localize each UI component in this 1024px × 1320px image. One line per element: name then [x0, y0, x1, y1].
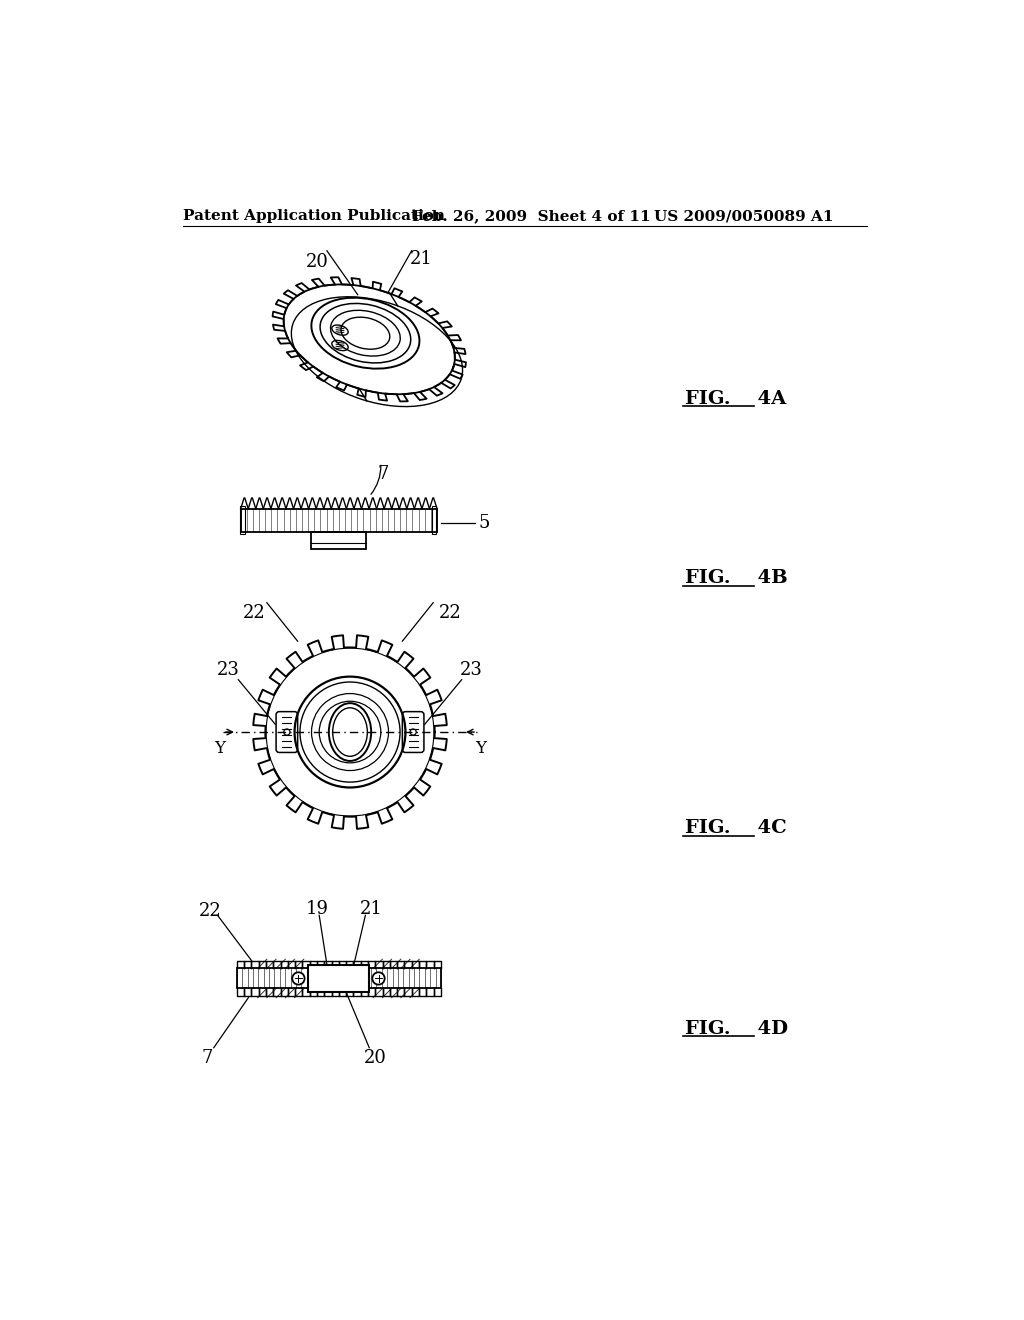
Text: Patent Application Publication: Patent Application Publication [183, 209, 444, 223]
Text: 23: 23 [217, 661, 240, 680]
Circle shape [373, 973, 385, 985]
Bar [307, 965, 370, 993]
Bar [237, 969, 441, 989]
Text: 7: 7 [202, 1049, 213, 1067]
Text: 21: 21 [411, 249, 433, 268]
Text: FIG.    4C: FIG. 4C [685, 820, 786, 837]
Text: 21: 21 [359, 900, 382, 919]
Text: 22: 22 [199, 903, 221, 920]
Circle shape [292, 973, 304, 985]
Text: 20: 20 [364, 1049, 387, 1067]
Text: 20: 20 [305, 253, 329, 272]
Text: Y: Y [475, 741, 485, 758]
Text: FIG.    4B: FIG. 4B [685, 569, 787, 587]
Bar [240, 507, 245, 535]
Text: Feb. 26, 2009  Sheet 4 of 11: Feb. 26, 2009 Sheet 4 of 11 [412, 209, 650, 223]
Text: 19: 19 [305, 900, 329, 919]
Text: 22: 22 [243, 603, 265, 622]
Text: 22: 22 [438, 603, 462, 622]
Text: FIG.    4D: FIG. 4D [685, 1019, 788, 1038]
Bar [310, 532, 367, 549]
Text: 23: 23 [460, 661, 483, 680]
Text: 7: 7 [378, 465, 389, 483]
Text: US 2009/0050089 A1: US 2009/0050089 A1 [654, 209, 834, 223]
Bar [432, 507, 436, 535]
Bar [241, 508, 437, 532]
Text: 5: 5 [478, 513, 489, 532]
Text: Y: Y [214, 741, 225, 758]
Text: FIG.    4A: FIG. 4A [685, 389, 786, 408]
